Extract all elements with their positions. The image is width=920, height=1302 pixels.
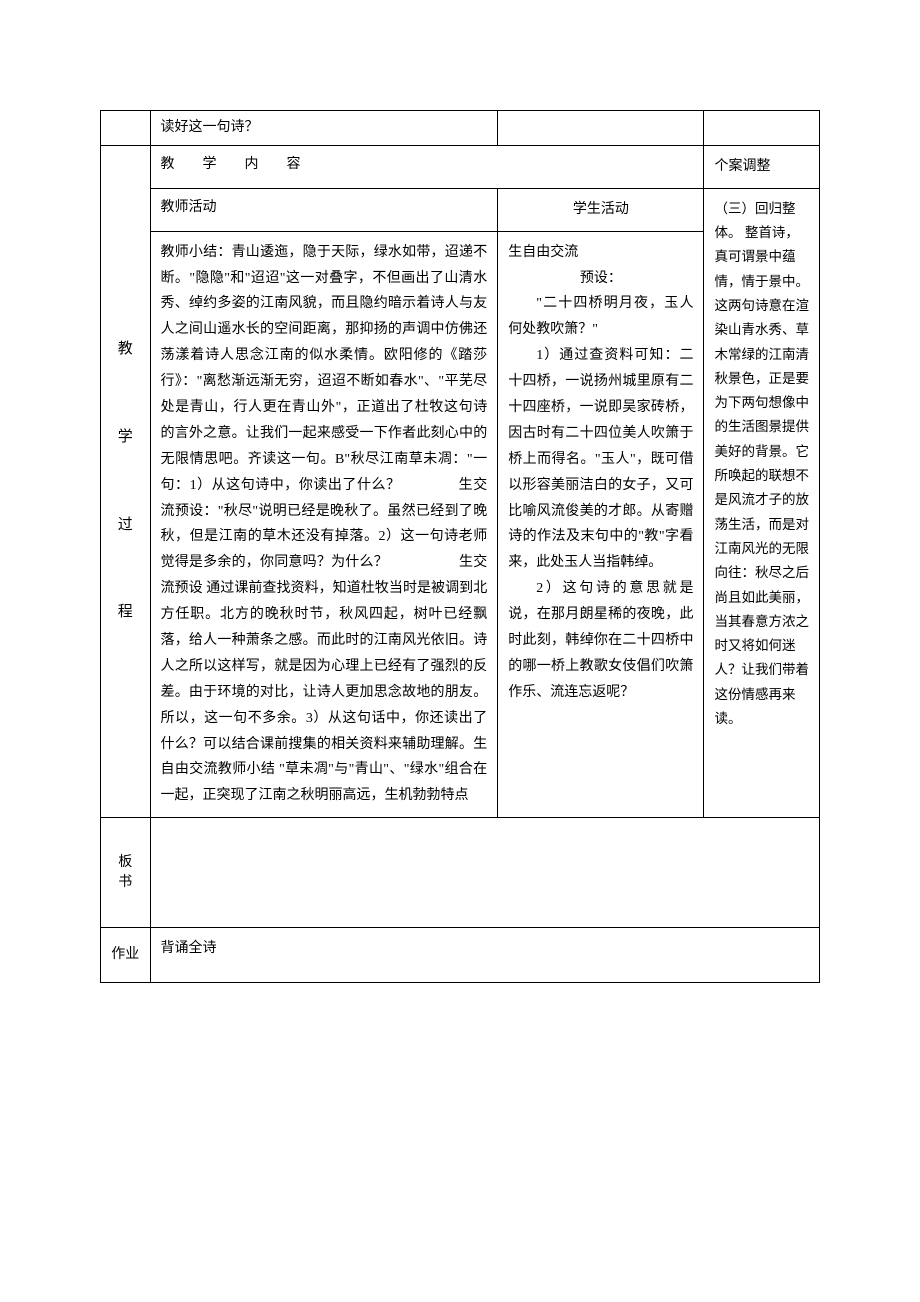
homework-row: 作业 背诵全诗 [101, 928, 820, 983]
char-process: 程 [118, 599, 133, 627]
notes-content-cell: （三）回归整体。 整首诗，真可谓景中蕴情，情于景中。这两句诗意在渲染山青水秀、草… [704, 188, 820, 817]
student-line-1: 生自由交流 [508, 240, 693, 266]
prev-student-cell [498, 111, 704, 146]
board-row: 板 书 [101, 818, 820, 928]
board-content-cell [150, 818, 820, 928]
char-study: 学 [118, 424, 133, 452]
header-row-1: 教 学 过 程 教 学 内 容 个案调整 [101, 145, 820, 188]
teaching-process-label: 教 学 过 程 [105, 336, 146, 627]
header-row-2: 教师活动 学生活动 （三）回归整体。 整首诗，真可谓景中蕴情，情于景中。这两句诗… [101, 188, 820, 231]
teaching-process-sidebar: 教 学 过 程 [101, 145, 151, 817]
homework-content-cell: 背诵全诗 [150, 928, 820, 983]
teacher-activity-header: 教师活动 [150, 188, 498, 231]
student-line-2: 预设： [508, 266, 693, 292]
student-line-3: "二十四桥明月夜，玉人何处教吹箫？" [508, 291, 693, 343]
teaching-content-title: 教 学 内 容 [161, 157, 308, 172]
prev-notes-cell [704, 111, 820, 146]
student-content-cell: 生自由交流 预设： "二十四桥明月夜，玉人何处教吹箫？" 1）通过查资料可知：二… [498, 231, 704, 818]
char-teach: 教 [118, 336, 133, 364]
case-adjust-header: 个案调整 [704, 145, 820, 188]
prev-content-cell: 读好这一句诗？ [150, 111, 498, 146]
homework-label-cell: 作业 [101, 928, 151, 983]
lesson-plan-table: 读好这一句诗？ 教 学 过 程 教 学 内 容 个案调整 教师活动 学生活动 （… [100, 110, 820, 983]
student-line-5: 2）这句诗的意思就是说，在那月朗星稀的夜晚，此时此刻，韩绰你在二十四桥中的哪一桥… [508, 576, 693, 705]
prev-sidebar-cell [101, 111, 151, 146]
teaching-content-header: 教 学 内 容 [150, 145, 704, 188]
board-char-2: 书 [111, 873, 140, 893]
board-label-cell: 板 书 [101, 818, 151, 928]
previous-row-fragment: 读好这一句诗？ [101, 111, 820, 146]
teacher-content-cell: 教师小结：青山逶迤，隐于天际，绿水如带，迢递不断。"隐隐"和"迢迢"这一对叠字，… [150, 231, 498, 818]
student-line-4: 1）通过查资料可知：二十四桥，一说扬州城里原有二十四座桥，一说即吴家砖桥，因古时… [508, 343, 693, 576]
char-pass: 过 [118, 512, 133, 540]
board-char-1: 板 [111, 853, 140, 873]
student-activity-header: 学生活动 [498, 188, 704, 231]
